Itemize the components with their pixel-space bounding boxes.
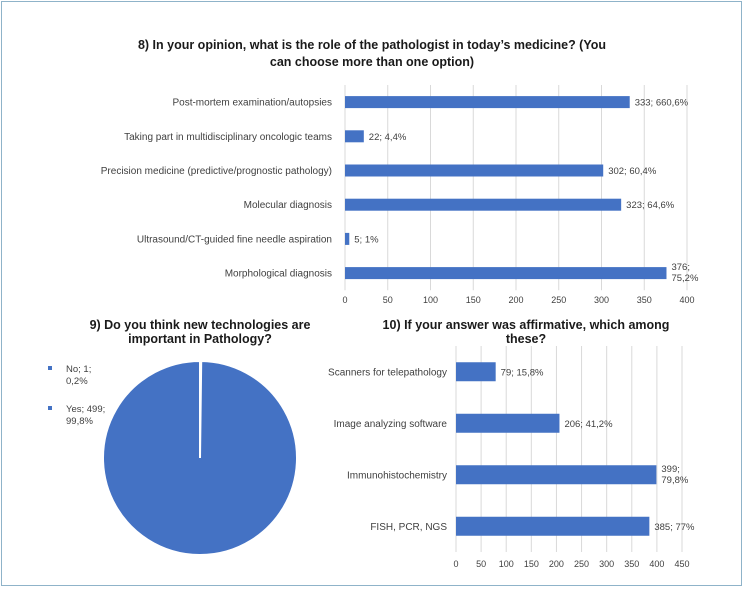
chart8-x-tick-label: 150 bbox=[466, 295, 481, 305]
chart10-data-label: 399; 79,8% bbox=[661, 464, 688, 486]
chart10-title: 10) If your answer was affirmative, whic… bbox=[383, 318, 670, 346]
chart8-bar bbox=[345, 130, 364, 143]
chart8-category-label: Morphological diagnosis bbox=[225, 269, 332, 280]
chart10-x-tick-label: 350 bbox=[624, 559, 639, 569]
chart8-title: 8) In your opinion, what is the role of … bbox=[138, 38, 606, 69]
chart10-x-tick-label: 150 bbox=[524, 559, 539, 569]
chart10-category-label: Image analyzing software bbox=[334, 419, 448, 430]
chart10-data-label: 206; 41,2% bbox=[564, 419, 613, 430]
chart10-x-tick-label: 0 bbox=[453, 559, 458, 569]
chart10-x-tick-label: 200 bbox=[549, 559, 564, 569]
chart8-category-label: Post-mortem examination/autopsies bbox=[172, 98, 332, 109]
chart10-x-tick-label: 400 bbox=[649, 559, 664, 569]
chart10-x-tick-label: 100 bbox=[499, 559, 514, 569]
chart8-bar bbox=[345, 96, 630, 109]
chart8-data-label: 333; 660,6% bbox=[635, 98, 689, 109]
chart8-x-tick-label: 200 bbox=[508, 295, 523, 305]
chart10-data-label: 79; 15,8% bbox=[501, 367, 544, 378]
chart8-category-label: Taking part in multidisciplinary oncolog… bbox=[124, 132, 332, 143]
chart8-data-label: 302; 60,4% bbox=[608, 166, 657, 177]
chart10-bar bbox=[456, 362, 496, 382]
chart9-legend-marker bbox=[48, 366, 52, 370]
chart10-bar bbox=[456, 413, 560, 433]
chart10-x-tick-label: 450 bbox=[674, 559, 689, 569]
chart8-data-label: 5; 1% bbox=[354, 234, 379, 245]
chart10-bar bbox=[456, 465, 657, 485]
chart8-x-tick-label: 50 bbox=[383, 295, 393, 305]
chart8-bar bbox=[345, 198, 622, 211]
chart10-bar bbox=[456, 516, 650, 536]
chart8-x-tick-label: 350 bbox=[637, 295, 652, 305]
chart10-data-label: 385; 77% bbox=[654, 522, 695, 533]
chart9-pie-slice bbox=[101, 359, 298, 556]
chart8-category-label: Precision medicine (predictive/prognosti… bbox=[101, 166, 332, 177]
chart8-x-tick-label: 250 bbox=[551, 295, 566, 305]
chart8-category-label: Molecular diagnosis bbox=[244, 200, 332, 211]
chart10-x-tick-label: 300 bbox=[599, 559, 614, 569]
chart9-legend-marker bbox=[48, 406, 52, 410]
chart8-x-tick-label: 400 bbox=[679, 295, 694, 305]
chart8-data-label: 376; 75,2% bbox=[671, 262, 698, 284]
chart8-bar bbox=[345, 164, 604, 177]
chart9-legend-label: No; 1; 0,2% bbox=[66, 364, 91, 387]
chart8-category-label: Ultrasound/CT-guided fine needle aspirat… bbox=[137, 234, 332, 245]
chart8-bar bbox=[345, 232, 350, 245]
chart8-data-label: 323; 64,6% bbox=[626, 200, 675, 211]
chart10-x-tick-label: 50 bbox=[476, 559, 486, 569]
chart8-x-tick-label: 0 bbox=[342, 295, 347, 305]
chart8-x-tick-label: 300 bbox=[594, 295, 609, 305]
chart8-data-label: 22; 4,4% bbox=[369, 132, 407, 143]
chart8-x-tick-label: 100 bbox=[423, 295, 438, 305]
chart10-category-label: FISH, PCR, NGS bbox=[370, 522, 447, 533]
chart9-title: 9) Do you think new technologies are impo… bbox=[90, 318, 311, 346]
chart10-x-tick-label: 250 bbox=[574, 559, 589, 569]
chart9-legend-label: Yes; 499; 99,8% bbox=[66, 404, 105, 427]
chart8-bar bbox=[345, 267, 667, 280]
chart10-category-label: Immunohistochemistry bbox=[347, 470, 447, 481]
chart10-category-label: Scanners for telepathology bbox=[328, 367, 447, 378]
